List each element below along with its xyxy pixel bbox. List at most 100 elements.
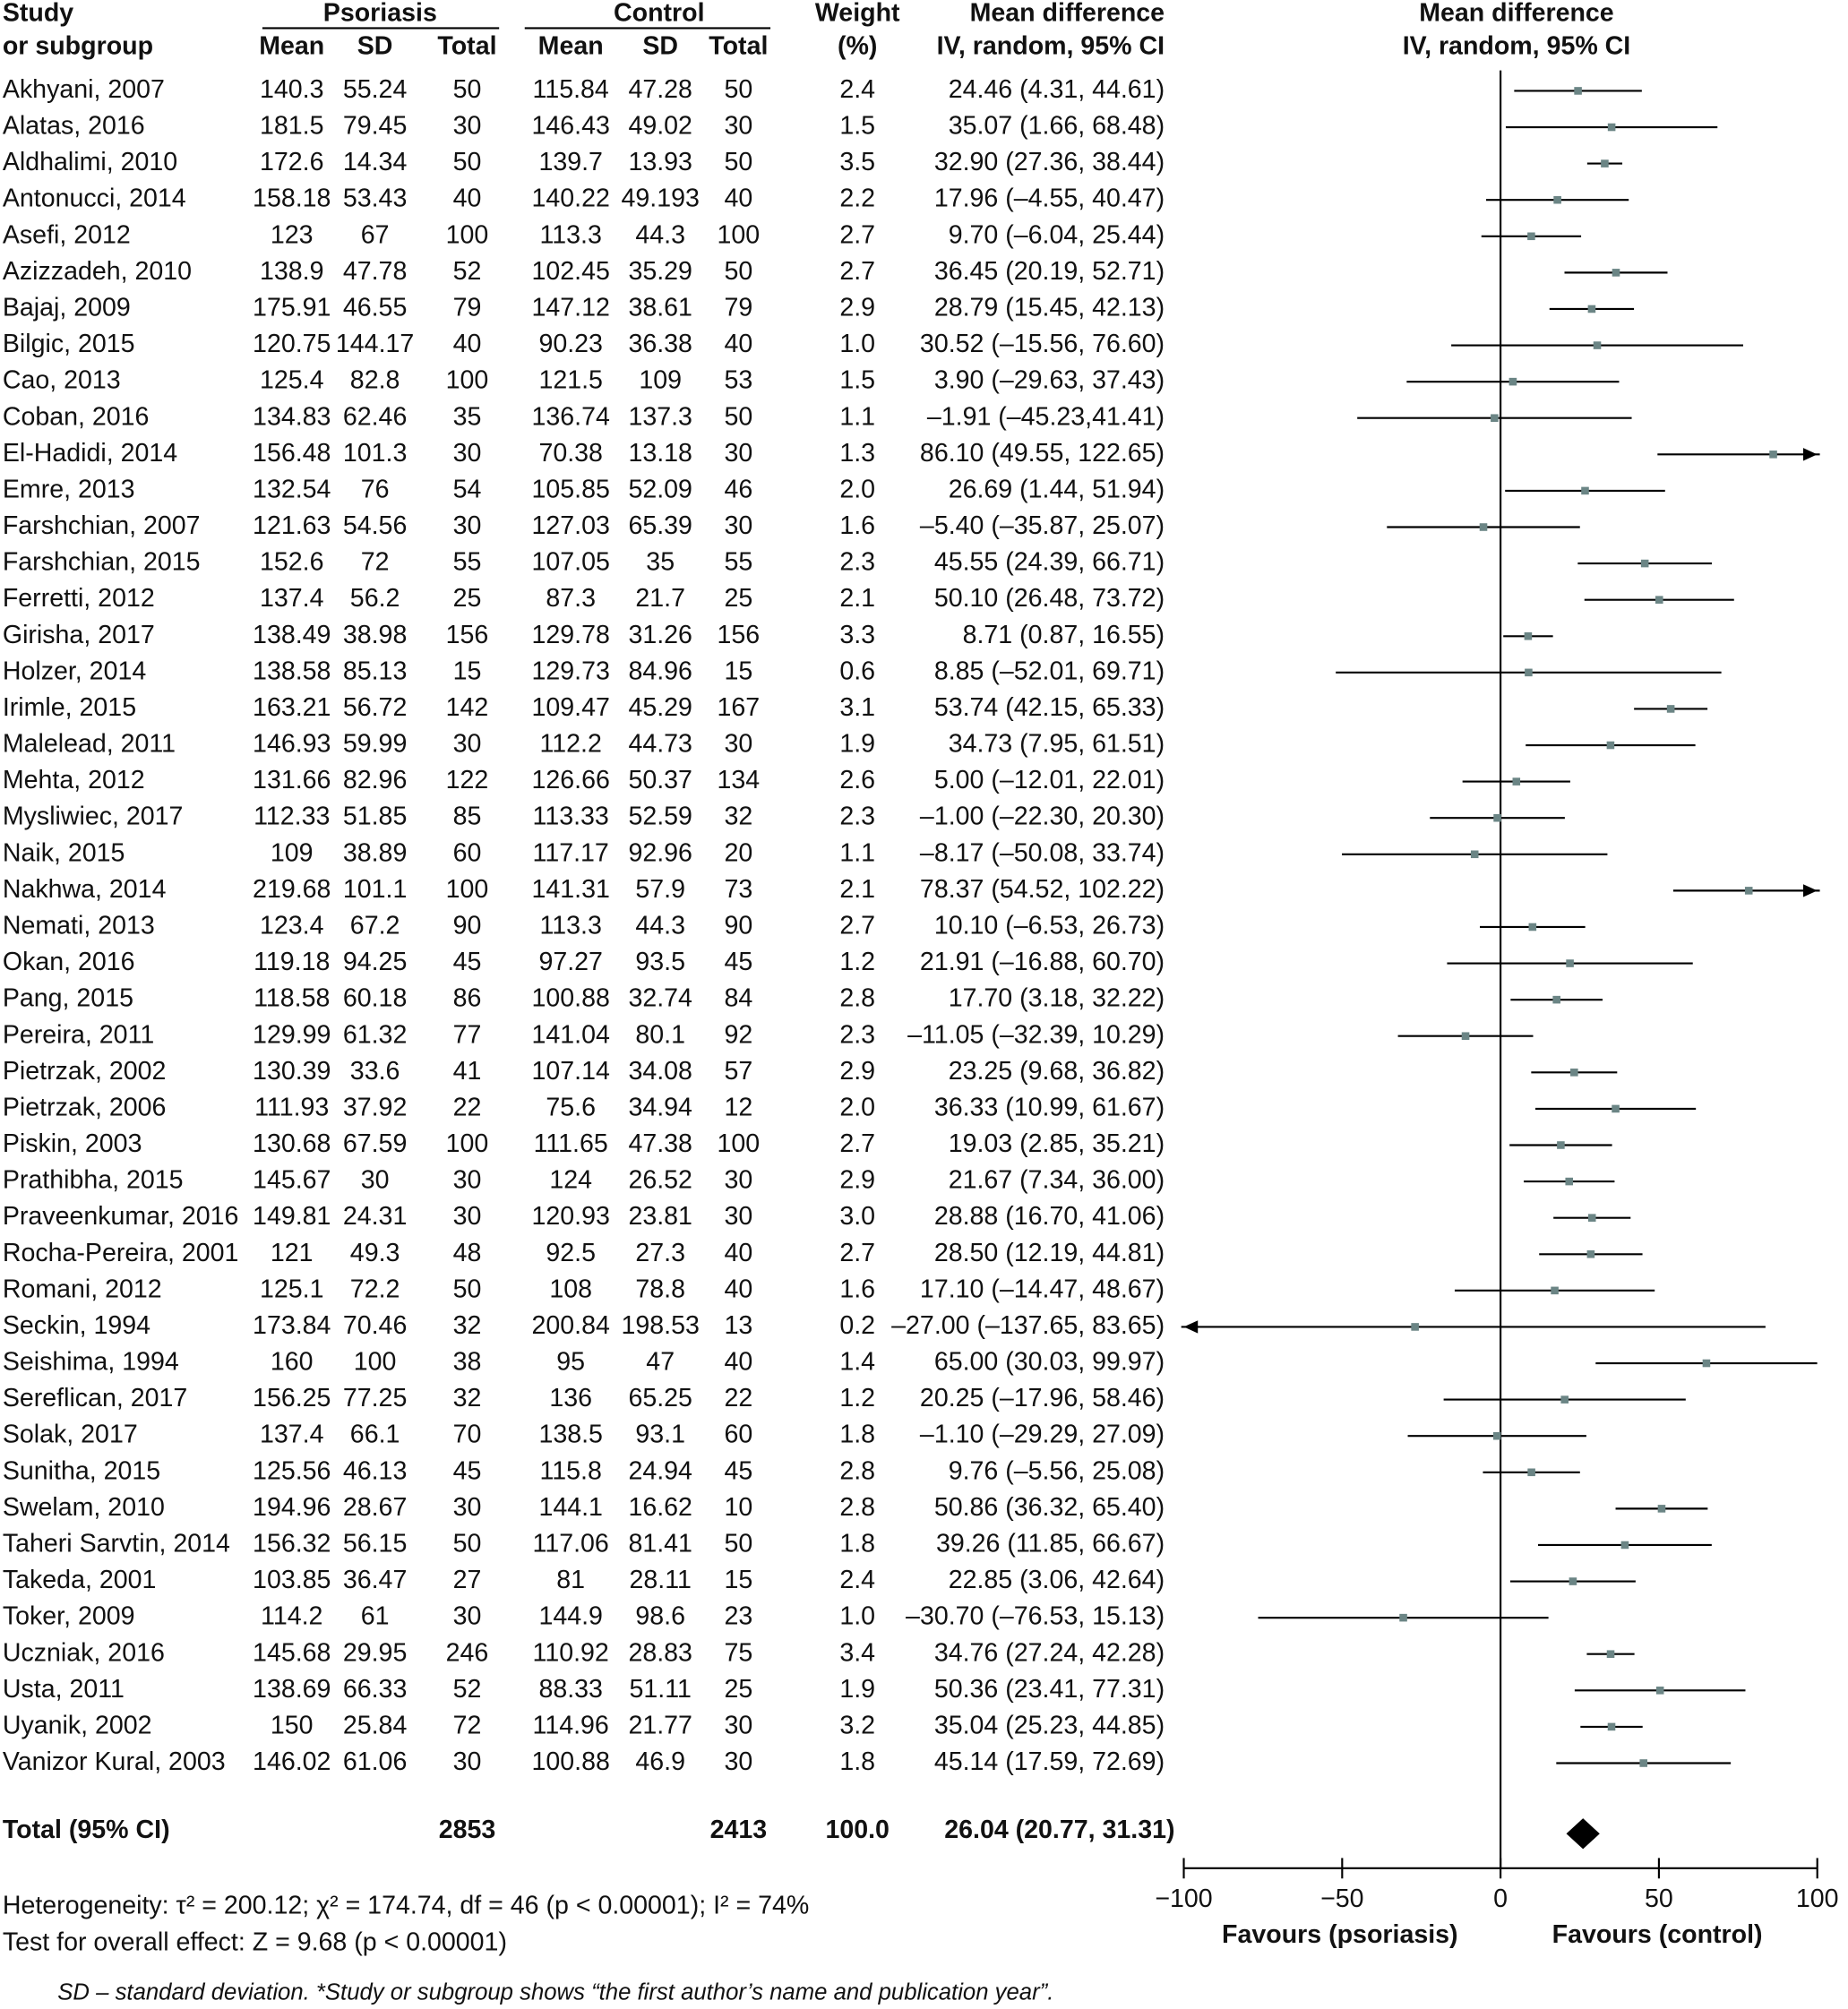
point-estimate xyxy=(1470,850,1479,859)
table-cell: 32.74 xyxy=(628,984,692,1013)
table-cell: 2.4 xyxy=(839,75,875,104)
table-cell: 172.6 xyxy=(260,148,323,176)
table-cell: 163.21 xyxy=(253,693,331,722)
table-cell: 2.3 xyxy=(839,1020,875,1049)
table-cell: 79 xyxy=(453,294,482,322)
table-cell: 31.26 xyxy=(628,621,692,649)
table-cell: 30 xyxy=(724,1202,752,1231)
study-name: Okan, 2016 xyxy=(3,948,135,976)
table-cell: 144.1 xyxy=(538,1493,602,1522)
effect-label: –30.70 (–76.53, 15.13) xyxy=(906,1602,1165,1631)
table-cell: 45 xyxy=(724,1456,752,1485)
effect-label: 39.26 (11.85, 66.67) xyxy=(936,1530,1165,1558)
table-cell: 1.4 xyxy=(839,1348,875,1377)
table-cell: 130.39 xyxy=(253,1057,331,1086)
effect-label: 28.88 (16.70, 41.06) xyxy=(934,1202,1165,1231)
table-cell: 75.6 xyxy=(546,1093,596,1121)
table-cell: 36.38 xyxy=(628,330,692,358)
table-cell: 59.99 xyxy=(343,730,407,759)
table-cell: 131.66 xyxy=(253,766,331,794)
table-cell: 175.91 xyxy=(253,294,331,322)
table-cell: 79.45 xyxy=(343,112,407,141)
table-cell: 121.5 xyxy=(538,366,602,395)
point-estimate xyxy=(1769,451,1777,459)
table-cell: 46.55 xyxy=(343,294,407,322)
table-cell: 30 xyxy=(724,511,752,540)
table-cell: 72 xyxy=(453,1711,482,1739)
study-name: Ferretti, 2012 xyxy=(3,584,155,613)
effect-label: 34.76 (27.24, 42.28) xyxy=(934,1638,1165,1667)
point-estimate xyxy=(1569,1577,1577,1585)
effect-label: 24.46 (4.31, 44.61) xyxy=(949,75,1165,104)
point-estimate xyxy=(1508,377,1517,386)
table-cell: 3.5 xyxy=(839,148,875,176)
table-cell: 32 xyxy=(453,1384,482,1412)
table-cell: 49.02 xyxy=(628,112,692,141)
table-cell: 50 xyxy=(453,1530,482,1558)
study-name: Rocha-Pereira, 2001 xyxy=(3,1239,239,1267)
effect-label: 86.10 (49.55, 122.65) xyxy=(920,439,1165,468)
table-cell: 92.5 xyxy=(546,1239,596,1267)
table-cell: 100.88 xyxy=(532,984,610,1013)
effect-label: 50.36 (23.41, 77.31) xyxy=(934,1675,1165,1704)
table-cell: 100 xyxy=(718,220,761,249)
table-cell: 2.8 xyxy=(839,1493,875,1522)
table-cell: 147.12 xyxy=(532,294,610,322)
table-cell: 30 xyxy=(724,730,752,759)
effect-label: –8.17 (–50.08, 33.74) xyxy=(920,838,1165,867)
study-name: Seckin, 1994 xyxy=(3,1311,150,1340)
table-cell: 140.22 xyxy=(532,185,610,213)
table-cell: 219.68 xyxy=(253,875,331,904)
table-cell: 49.3 xyxy=(350,1239,400,1267)
table-cell: 93.1 xyxy=(635,1421,685,1449)
effect-label: –5.40 (–35.87, 25.07) xyxy=(920,511,1165,540)
header-effect: Mean difference xyxy=(970,0,1165,27)
table-cell: 136 xyxy=(549,1384,592,1412)
table-cell: 90 xyxy=(453,912,482,940)
study-name: Pereira, 2011 xyxy=(3,1020,154,1049)
table-cell: 3.4 xyxy=(839,1638,875,1667)
effect-label: 36.45 (20.19, 52.71) xyxy=(934,257,1165,286)
table-cell: 45 xyxy=(724,948,752,976)
table-cell: 111.93 xyxy=(254,1093,329,1121)
table-cell: 30 xyxy=(453,730,482,759)
table-cell: 100 xyxy=(446,1129,489,1158)
effect-label: 3.90 (–29.63, 37.43) xyxy=(934,366,1165,395)
table-cell: 138.5 xyxy=(538,1421,602,1449)
table-cell: 2.7 xyxy=(839,1239,875,1267)
table-cell: 2.4 xyxy=(839,1566,875,1594)
effect-label: 8.71 (0.87, 16.55) xyxy=(963,621,1165,649)
table-cell: 109.47 xyxy=(532,693,610,722)
table-cell: 158.18 xyxy=(253,185,331,213)
effect-label: 20.25 (–17.96, 58.46) xyxy=(920,1384,1165,1412)
effect-label: 35.04 (25.23, 44.85) xyxy=(934,1711,1165,1739)
table-cell: 1.0 xyxy=(839,330,875,358)
table-cell: 21.77 xyxy=(628,1711,692,1739)
table-cell: 120.75 xyxy=(253,330,331,358)
table-cell: 3.3 xyxy=(839,621,875,649)
table-cell: 141.31 xyxy=(532,875,610,904)
point-estimate xyxy=(1492,1431,1501,1440)
table-cell: 30 xyxy=(453,1602,482,1631)
table-cell: 30 xyxy=(453,511,482,540)
table-cell: 119.18 xyxy=(254,948,330,976)
table-cell: 65.39 xyxy=(628,511,692,540)
study-name: Antonucci, 2014 xyxy=(3,185,186,213)
table-cell: 115.84 xyxy=(533,75,609,104)
header-subcol: SD xyxy=(642,31,678,60)
table-cell: 28.83 xyxy=(628,1638,692,1667)
table-cell: 30 xyxy=(724,1166,752,1195)
table-cell: 120.93 xyxy=(532,1202,610,1231)
study-name: Uczniak, 2016 xyxy=(3,1638,165,1667)
table-cell: 194.96 xyxy=(253,1493,331,1522)
table-cell: 77.25 xyxy=(343,1384,407,1412)
header-subcol: SD xyxy=(357,31,393,60)
table-cell: 23 xyxy=(724,1602,752,1631)
table-cell: 35.29 xyxy=(628,257,692,286)
effect-label: 35.07 (1.66, 68.48) xyxy=(949,112,1165,141)
table-cell: 105.85 xyxy=(532,475,610,503)
effect-label: 9.76 (–5.56, 25.08) xyxy=(949,1456,1165,1485)
table-cell: 30 xyxy=(453,1747,482,1776)
